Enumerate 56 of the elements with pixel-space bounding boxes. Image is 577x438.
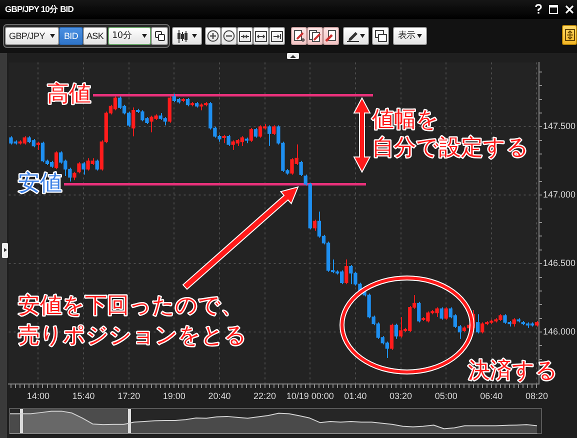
candlestick [240, 136, 244, 146]
ref-line-label: 高値 [47, 82, 91, 107]
x-tick-label: 01:40 [344, 390, 367, 401]
chart-title: GBP/JPY 10分 BID [5, 4, 74, 14]
candlestick [168, 96, 172, 124]
x-tick-label: 10/19 00:00 [286, 390, 334, 401]
candlestick [398, 316, 403, 338]
annotation: 売りポジションをとる [18, 324, 247, 349]
x-tick-label: 06:40 [480, 390, 503, 401]
candlestick [254, 128, 258, 138]
symbol-dropdown: GBP/JPY [5, 27, 59, 45]
candlestick [417, 301, 421, 323]
candlestick [118, 96, 122, 110]
candlestick [440, 306, 444, 320]
candlestick [40, 141, 45, 163]
candlestick [258, 124, 262, 138]
x-tick-label: 19:00 [162, 390, 186, 401]
annotation: 自分で設定する [372, 136, 529, 161]
display-dropdown: 表示 [393, 27, 427, 45]
x-tick-label: 03:20 [390, 390, 412, 401]
x-tick-label: 15:40 [72, 390, 95, 401]
ask-toggle: ASK [83, 27, 107, 45]
x-tick-label: 05:00 [434, 390, 458, 401]
candlestick [394, 323, 398, 340]
ref-line-label: 安値 [18, 170, 62, 196]
interval-dropdown: 10分 [108, 27, 151, 45]
y-tick-label: 147.500 [543, 121, 576, 132]
candlestick [299, 160, 303, 176]
candlestick [390, 323, 394, 350]
candlestick [268, 124, 272, 146]
candlestick [476, 314, 480, 334]
candlestick [344, 258, 348, 285]
candlestick [95, 159, 99, 172]
bid-toggle: BID [59, 27, 83, 45]
candlestick [54, 150, 58, 170]
x-tick-label: 08:20 [525, 390, 548, 401]
x-tick-label: 14:00 [26, 390, 50, 401]
y-tick-label: 147.000 [543, 190, 576, 200]
candlestick [113, 96, 118, 111]
candlestick [77, 162, 81, 174]
candlestick [132, 107, 136, 137]
annotation: 値幅を [372, 108, 439, 133]
x-tick-label: 20:40 [208, 390, 231, 401]
candlestick [249, 128, 254, 142]
candlestick [226, 134, 230, 146]
candlestick [480, 322, 484, 334]
candlestick [444, 306, 448, 320]
y-tick-label: 146.500 [543, 258, 576, 268]
candlestick [312, 219, 316, 232]
annotation: 決済する [468, 358, 558, 384]
x-tick-label: 17:20 [118, 390, 140, 401]
annotation: 安値を下回ったので、 [18, 294, 243, 319]
y-tick-label: 146.000 [543, 326, 576, 336]
x-tick-label: 22:20 [254, 390, 276, 401]
candlestick [272, 124, 276, 136]
candlestick [82, 162, 86, 176]
